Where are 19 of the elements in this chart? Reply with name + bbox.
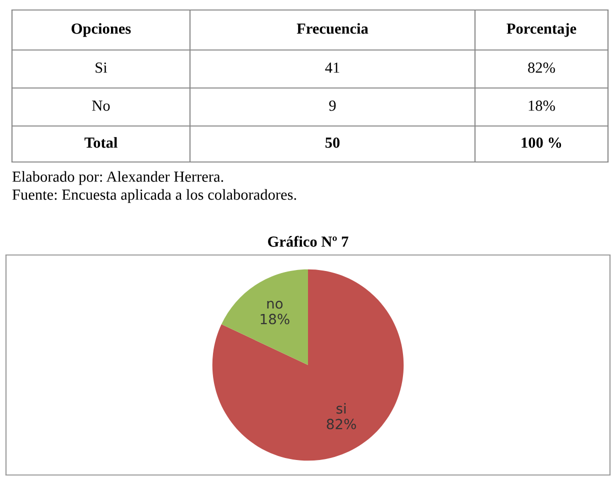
slice-label: no <box>267 300 283 309</box>
text: Total <box>84 137 118 148</box>
text: Opciones <box>72 23 131 37</box>
source-note: Fuente: Encuesta aplicada a los colaboradores. <box>12 189 296 203</box>
text: Porcentaje <box>506 23 576 37</box>
text: Elaborado por: Alexander Herrera. <box>12 171 224 185</box>
text: 82% <box>528 62 555 73</box>
text: No <box>92 100 110 111</box>
text: Frecuencia <box>296 23 368 34</box>
data-label: 82% <box>326 418 356 430</box>
text: Si <box>96 62 108 73</box>
text: 18% <box>528 100 555 111</box>
text: 50 <box>325 138 340 148</box>
slice-label: si <box>336 403 346 414</box>
text: 100 % <box>522 138 562 148</box>
data-label: 18% <box>260 314 290 324</box>
text: 41 <box>325 62 340 73</box>
chart-title: Gráfico Nº 7 <box>268 236 348 247</box>
text: 9 <box>329 100 336 111</box>
